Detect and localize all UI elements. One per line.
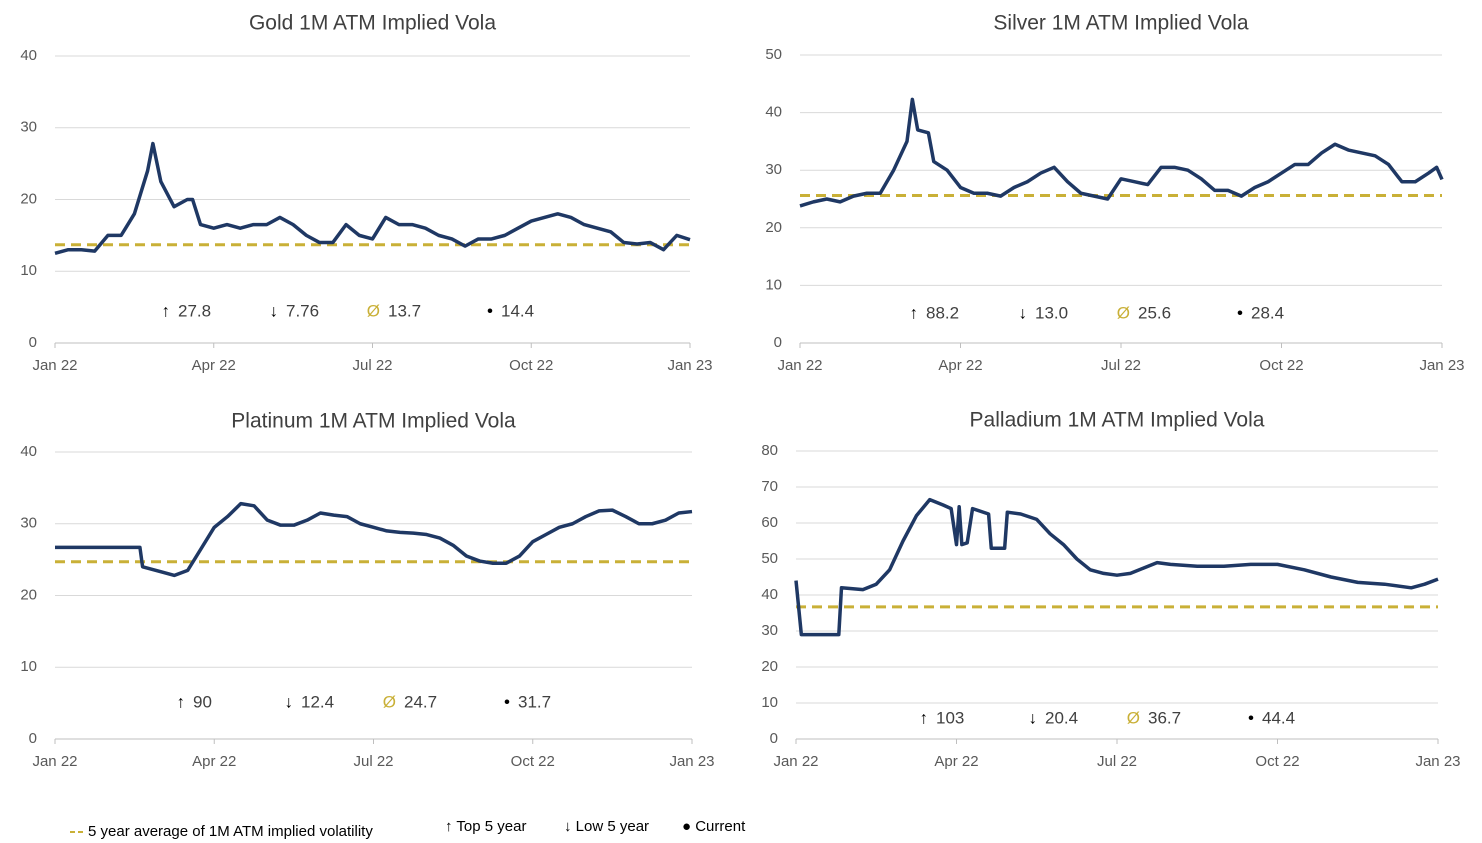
stat-symbol: Ø — [383, 692, 396, 711]
y-tick-label: 30 — [20, 515, 37, 532]
x-tick-label: Jul 22 — [352, 357, 392, 374]
stat-symbol: Ø — [1117, 303, 1130, 322]
y-tick-label: 30 — [20, 119, 37, 136]
x-tick-label: Oct 22 — [1255, 753, 1299, 770]
legend-top: ↑ Top 5 year — [445, 818, 526, 835]
data-line — [54, 141, 691, 256]
stat-symbol: ↑ — [162, 301, 171, 320]
y-tick-label: 10 — [761, 694, 778, 711]
chart-title: Silver 1M ATM Implied Vola — [993, 12, 1249, 35]
stat-value: 14.4 — [501, 301, 534, 320]
y-tick-label: 0 — [29, 730, 37, 747]
x-tick-label: Jan 22 — [777, 357, 822, 374]
x-tick-label: Jan 22 — [773, 753, 818, 770]
y-tick-label: 40 — [20, 443, 37, 460]
stat-symbol: • — [504, 692, 510, 711]
stat-symbol: ↑ — [920, 708, 929, 727]
y-tick-label: 50 — [765, 46, 782, 63]
stat-value: 7.76 — [286, 301, 319, 320]
legend-average: 5 year average of 1M ATM implied volatil… — [88, 823, 373, 840]
y-tick-label: 0 — [29, 334, 37, 351]
x-tick-label: Apr 22 — [192, 357, 236, 374]
stat-value: 31.7 — [518, 692, 551, 711]
data-line — [799, 97, 1444, 208]
stat-value: 90 — [193, 692, 212, 711]
y-tick-label: 30 — [761, 622, 778, 639]
stat-symbol: ↓ — [270, 301, 279, 320]
x-tick-label: Apr 22 — [192, 753, 236, 770]
stat-value: 44.4 — [1262, 708, 1295, 727]
stat-symbol: • — [1237, 303, 1243, 322]
x-tick-label: Oct 22 — [509, 357, 553, 374]
x-tick-label: Oct 22 — [1259, 357, 1303, 374]
chart-title: Palladium 1M ATM Implied Vola — [970, 409, 1265, 432]
stat-symbol: ↓ — [1019, 303, 1028, 322]
y-tick-label: 40 — [761, 586, 778, 603]
stat-value: 25.6 — [1138, 303, 1171, 322]
stat-symbol: Ø — [367, 301, 380, 320]
y-tick-label: 20 — [765, 219, 782, 236]
stat-symbol: ↑ — [910, 303, 919, 322]
x-tick-label: Jan 23 — [1415, 753, 1460, 770]
y-tick-label: 10 — [765, 276, 782, 293]
x-tick-label: Jan 22 — [32, 357, 77, 374]
x-tick-label: Apr 22 — [934, 753, 978, 770]
stat-value: 13.7 — [388, 301, 421, 320]
y-tick-label: 30 — [765, 161, 782, 178]
stat-value: 36.7 — [1148, 708, 1181, 727]
y-tick-label: 20 — [20, 586, 37, 603]
data-line — [55, 501, 693, 578]
stat-value: 27.8 — [178, 301, 211, 320]
x-tick-label: Jul 22 — [1101, 357, 1141, 374]
x-tick-label: Jan 23 — [669, 753, 714, 770]
x-tick-label: Jul 22 — [353, 753, 393, 770]
stat-value: 12.4 — [301, 692, 334, 711]
y-tick-label: 40 — [20, 47, 37, 64]
y-tick-label: 60 — [761, 514, 778, 531]
stat-symbol: • — [1248, 708, 1254, 727]
stat-symbol: • — [487, 301, 493, 320]
y-tick-label: 0 — [770, 730, 778, 747]
x-tick-label: Oct 22 — [511, 753, 555, 770]
stat-symbol: Ø — [1127, 708, 1140, 727]
y-tick-label: 20 — [20, 190, 37, 207]
x-tick-label: Jan 22 — [32, 753, 77, 770]
y-tick-label: 10 — [20, 262, 37, 279]
x-tick-label: Jul 22 — [1097, 753, 1137, 770]
stat-symbol: ↓ — [1029, 708, 1038, 727]
y-tick-label: 10 — [20, 658, 37, 675]
y-tick-label: 70 — [761, 478, 778, 495]
x-tick-label: Apr 22 — [938, 357, 982, 374]
stat-value: 20.4 — [1045, 708, 1078, 727]
y-tick-label: 40 — [765, 104, 782, 121]
legend-current: ● Current — [682, 818, 746, 835]
y-tick-label: 80 — [761, 442, 778, 459]
stat-value: 88.2 — [926, 303, 959, 322]
y-tick-label: 20 — [761, 658, 778, 675]
stat-symbol: ↑ — [177, 692, 186, 711]
stat-value: 24.7 — [404, 692, 437, 711]
x-tick-label: Jan 23 — [1419, 357, 1464, 374]
legend-low: ↓ Low 5 year — [564, 818, 649, 835]
stat-value: 103 — [936, 708, 964, 727]
x-tick-label: Jan 23 — [667, 357, 712, 374]
y-tick-label: 0 — [774, 334, 782, 351]
stat-value: 28.4 — [1251, 303, 1284, 322]
chart-title: Platinum 1M ATM Implied Vola — [231, 410, 516, 433]
y-tick-label: 50 — [761, 550, 778, 567]
stat-value: 13.0 — [1035, 303, 1068, 322]
stat-symbol: ↓ — [285, 692, 294, 711]
data-line — [794, 497, 1439, 637]
chart-title: Gold 1M ATM Implied Vola — [249, 12, 496, 35]
